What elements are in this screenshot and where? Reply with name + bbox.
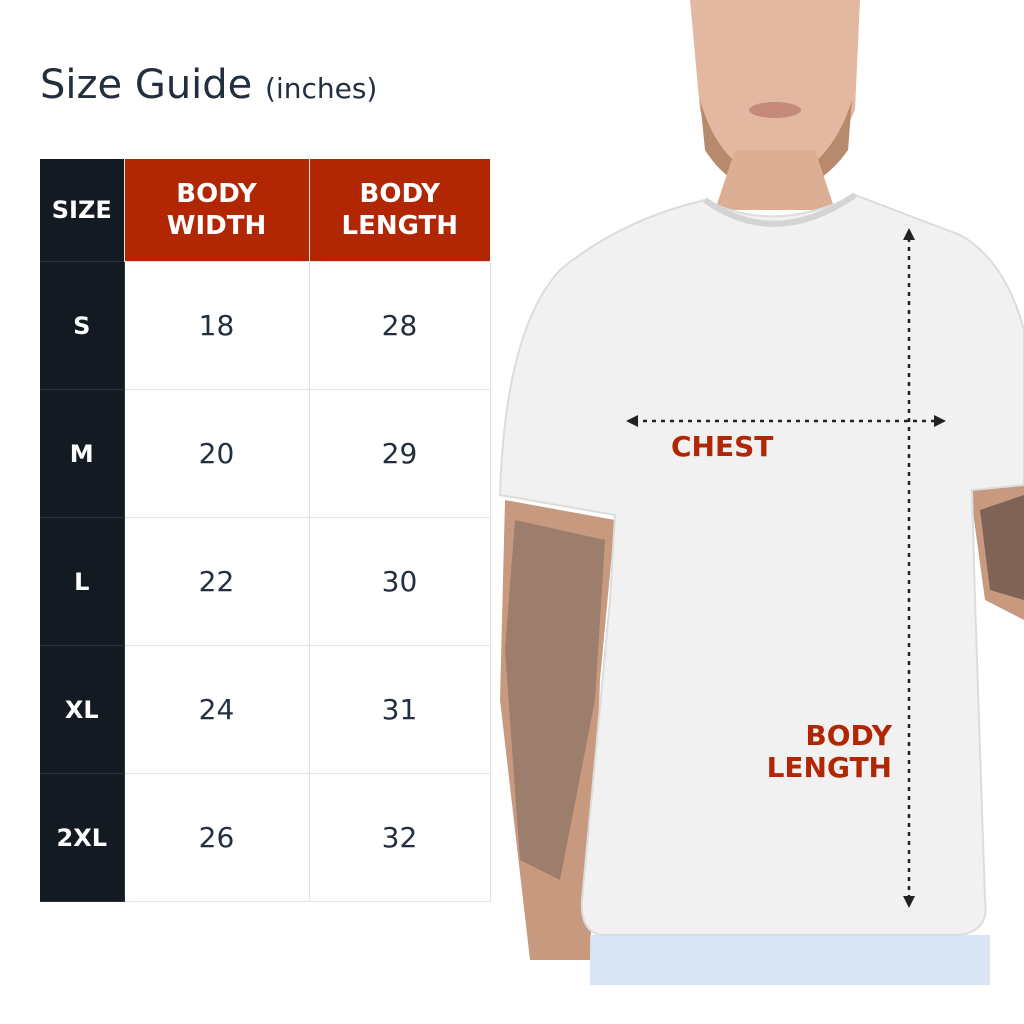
body-width-cell: 24 (123, 645, 310, 774)
body-length-measure-arrow (903, 228, 915, 908)
title-unit: (inches) (265, 72, 378, 105)
header-text: LENGTH (341, 211, 458, 241)
body-length-label-line2: LENGTH (766, 751, 892, 784)
header-text: BODY (176, 179, 257, 209)
body-length-cell: 32 (308, 773, 491, 902)
body-length-cell: 31 (308, 645, 491, 774)
table-row: L 22 30 (40, 517, 491, 646)
header-body-length: BODY LENGTH (308, 159, 490, 262)
title-main: Size Guide (40, 62, 253, 108)
size-cell: XL (40, 645, 125, 774)
body-length-label: BODY LENGTH (767, 720, 892, 784)
size-cell: M (40, 389, 125, 518)
body-width-cell: 26 (123, 773, 310, 902)
page-title: Size Guide (inches) (40, 62, 377, 108)
size-cell: L (40, 517, 125, 646)
table-row: 2XL 26 32 (40, 773, 491, 902)
table-row: XL 24 31 (40, 645, 491, 774)
header-text: SIZE (51, 196, 112, 224)
chest-measure-arrow (626, 415, 946, 427)
header-text: WIDTH (166, 211, 267, 241)
body-width-cell: 22 (123, 517, 310, 646)
chest-label: CHEST (671, 430, 774, 463)
size-cell: S (40, 261, 125, 390)
body-length-cell: 28 (308, 261, 491, 390)
header-text: BODY (359, 179, 440, 209)
table-header-row: SIZE BODY WIDTH BODY LENGTH (40, 159, 490, 262)
header-size: SIZE (40, 159, 124, 262)
size-table: SIZE BODY WIDTH BODY LENGTH S 18 28 M 20 29 L 22 3… (40, 159, 491, 902)
body-width-cell: 18 (123, 261, 310, 390)
body-width-cell: 20 (123, 389, 310, 518)
body-length-label-line1: BODY (805, 719, 892, 752)
size-cell: 2XL (40, 773, 125, 902)
header-body-width: BODY WIDTH (123, 159, 309, 262)
tshirt-model-photo (490, 0, 1024, 1024)
model-head (690, 0, 860, 210)
table-row: S 18 28 (40, 261, 491, 390)
table-row: M 20 29 (40, 389, 491, 518)
body-length-cell: 30 (308, 517, 491, 646)
body-length-cell: 29 (308, 389, 491, 518)
